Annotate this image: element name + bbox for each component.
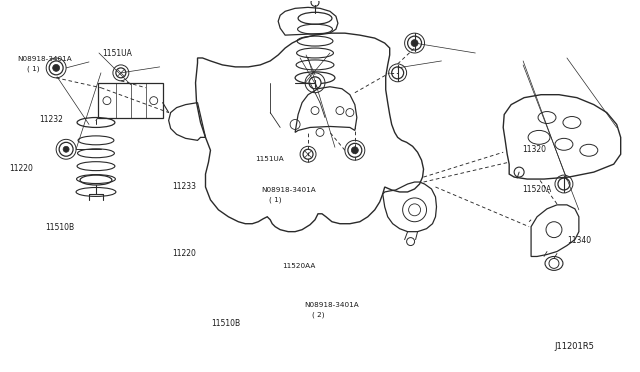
Text: 11510B: 11510B [45, 223, 74, 232]
Circle shape [411, 39, 418, 46]
Circle shape [558, 178, 570, 190]
Text: 11232: 11232 [40, 115, 63, 124]
Text: 11220: 11220 [172, 249, 196, 258]
Text: 11340: 11340 [567, 236, 591, 245]
Circle shape [52, 64, 60, 71]
Text: N08918-3401A: N08918-3401A [261, 187, 316, 193]
Text: ( 1): ( 1) [269, 196, 282, 203]
Text: 11520A: 11520A [523, 185, 552, 194]
Text: N08918-3401A: N08918-3401A [304, 302, 359, 308]
Text: J11201R5: J11201R5 [554, 342, 595, 351]
Circle shape [514, 167, 524, 177]
Text: ( 2): ( 2) [312, 311, 325, 318]
Circle shape [303, 149, 313, 159]
Text: 1151UA: 1151UA [255, 156, 284, 163]
Text: 11520AA: 11520AA [282, 263, 315, 269]
Text: ( 1): ( 1) [27, 65, 40, 72]
Text: 11510B: 11510B [212, 319, 241, 328]
Circle shape [309, 77, 321, 89]
Circle shape [116, 68, 126, 78]
Circle shape [59, 142, 73, 156]
Circle shape [311, 0, 319, 6]
Text: 11233: 11233 [172, 182, 196, 191]
Text: 11320: 11320 [523, 145, 547, 154]
Text: 1151UA: 1151UA [102, 49, 132, 58]
Text: 11220: 11220 [9, 164, 33, 173]
Circle shape [63, 146, 69, 152]
Circle shape [351, 147, 358, 154]
Circle shape [392, 67, 404, 79]
Text: N08918-3401A: N08918-3401A [17, 56, 72, 62]
